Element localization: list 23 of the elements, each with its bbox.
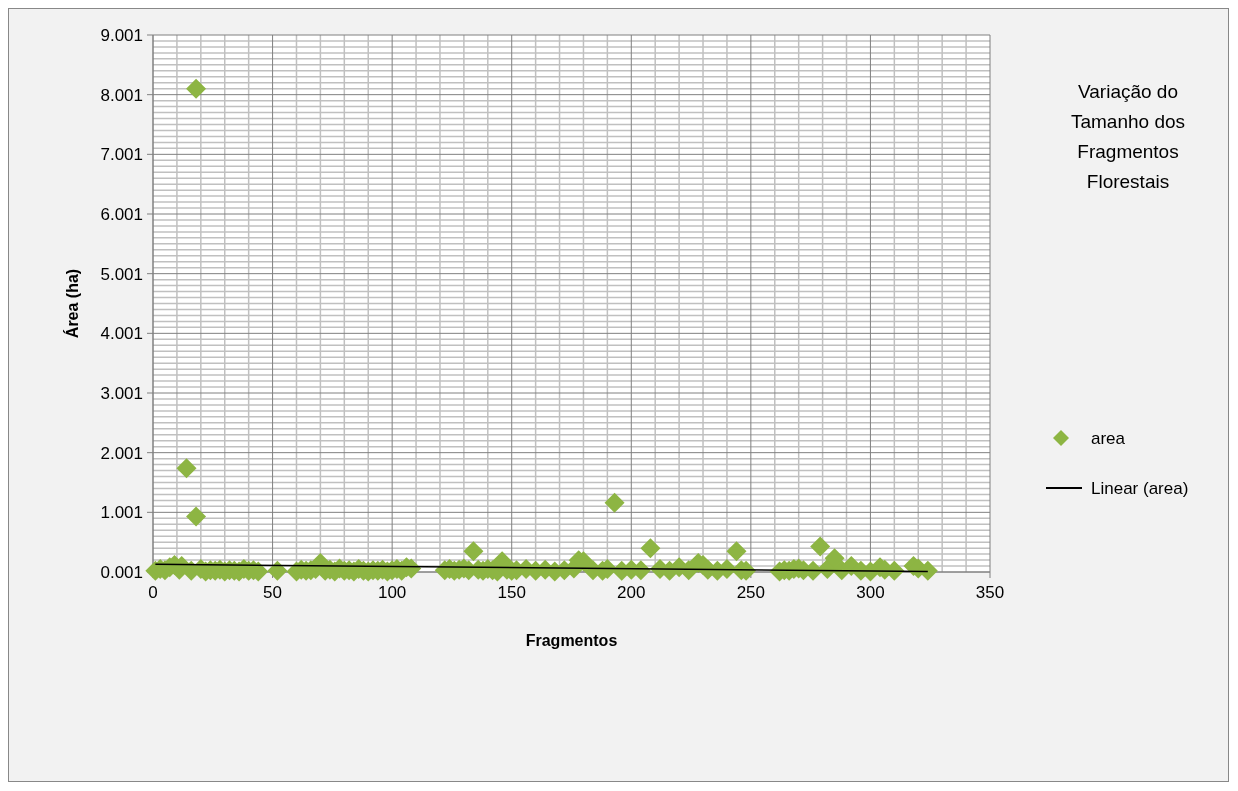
x-tick-label: 50	[263, 583, 283, 602]
y-tick-label: 4.001	[100, 324, 143, 344]
x-tick-label: 250	[736, 583, 766, 602]
x-axis-title: Fragmentos	[525, 632, 618, 649]
y-tick-label: 7.001	[100, 145, 143, 165]
x-tick-label: 150	[497, 583, 526, 602]
x-tick-label: 300	[856, 583, 885, 602]
x-tick-label: 100	[377, 583, 407, 602]
y-tick-label: 1.001	[100, 503, 143, 523]
y-axis-title: Área (ha)	[63, 268, 81, 339]
y-tick-label: 2.001	[100, 443, 143, 463]
y-tick-label: 0.001	[100, 562, 143, 582]
x-tick-label: 350	[975, 583, 1005, 602]
text: Variação do Tamanho dos Fragmentos Florestais	[1070, 81, 1186, 192]
legend-label: area	[1091, 428, 1126, 448]
y-tick-label: 8.001	[100, 85, 143, 105]
y-tick-label: 6.001	[100, 204, 143, 224]
y-tick-label: 5.001	[100, 264, 143, 284]
y-tick-label: 3.001	[100, 383, 143, 403]
y-tick-label: 9.001	[100, 25, 143, 45]
x-tick-label: 200	[617, 583, 646, 602]
x-tick-label: 0	[148, 583, 158, 602]
legend-label: Linear (area)	[1091, 478, 1189, 498]
